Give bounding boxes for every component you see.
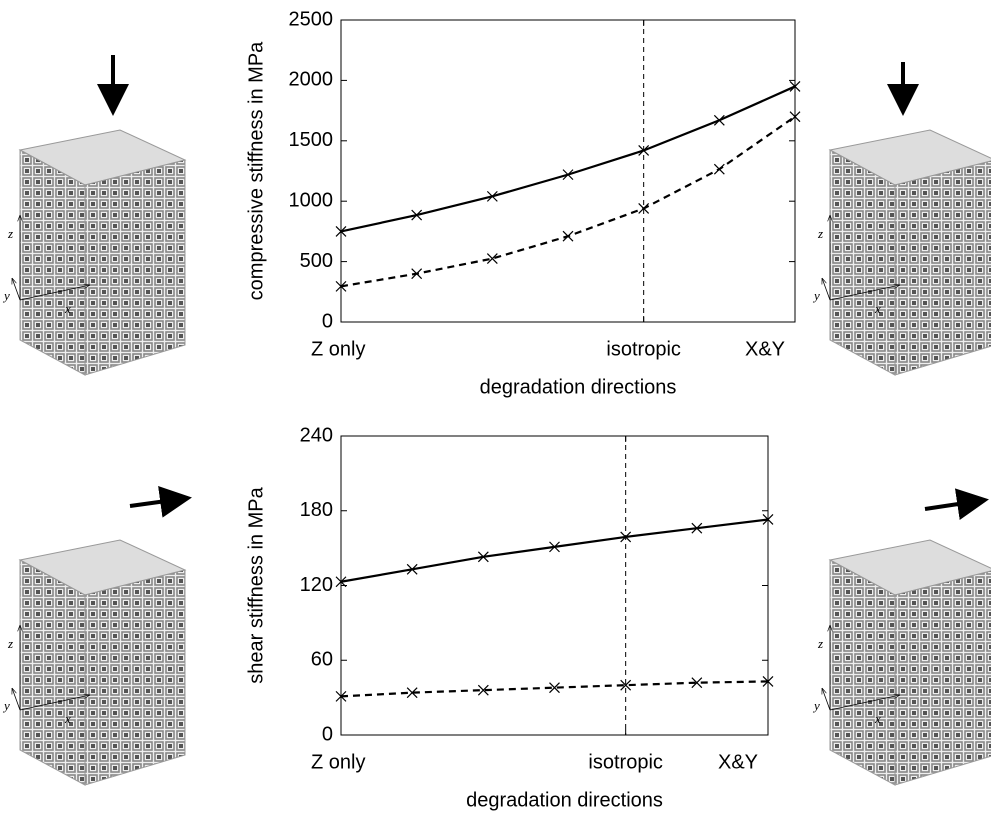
axis-label: z [7, 226, 13, 241]
axis-label: x [64, 711, 71, 726]
load-arrow [925, 500, 985, 509]
y-axis-title: shear stiffness in MPa [245, 486, 267, 683]
series-line [341, 117, 795, 287]
x-tick-label: Z only [311, 338, 365, 360]
figure: z y x z y x z y x z y x 0 500 1000 1500 2000 2500 Z only is… [0, 0, 991, 819]
y-tick-label: 0 [322, 723, 333, 745]
axis-label: x [64, 301, 71, 316]
y-tick-label: 2000 [289, 69, 334, 91]
axis-label: y [812, 288, 820, 303]
x-tick-label: X&Y [745, 338, 785, 360]
cube-image [822, 130, 991, 375]
axis-label: y [2, 698, 10, 713]
point-marker [714, 115, 724, 125]
cube-image [12, 540, 185, 785]
y-tick-label: 240 [300, 424, 333, 446]
plot-frame [341, 20, 795, 322]
load-arrow [130, 498, 188, 506]
y-tick-label: 1500 [289, 129, 334, 151]
x-axis-title: degradation directions [480, 376, 677, 398]
plot-frame [341, 436, 768, 735]
axis-label: z [817, 636, 823, 651]
y-tick-label: 2500 [289, 8, 334, 30]
series-line [341, 86, 795, 231]
y-tick-label: 1000 [289, 189, 334, 211]
point-marker [714, 164, 724, 174]
y-tick-label: 120 [300, 574, 333, 596]
axis-label: x [874, 301, 881, 316]
axis-label: y [2, 288, 10, 303]
cube-image [12, 130, 185, 375]
y-tick-label: 180 [300, 499, 333, 521]
x-tick-label: isotropic [606, 338, 680, 360]
series-line [341, 519, 768, 581]
axis-label: x [874, 711, 881, 726]
x-tick-label: isotropic [588, 751, 662, 773]
x-axis-title: degradation directions [466, 789, 663, 811]
y-axis-title: compressive stiffness in MPa [245, 41, 267, 300]
cube-image [822, 540, 991, 785]
y-tick-label: 60 [311, 649, 333, 671]
y-tick-label: 0 [322, 310, 333, 332]
x-tick-label: Z only [311, 751, 365, 773]
y-tick-label: 500 [300, 250, 333, 272]
axis-label: y [812, 698, 820, 713]
axis-label: z [7, 636, 13, 651]
x-tick-label: X&Y [718, 751, 758, 773]
axis-label: z [817, 226, 823, 241]
series-line [341, 681, 768, 696]
